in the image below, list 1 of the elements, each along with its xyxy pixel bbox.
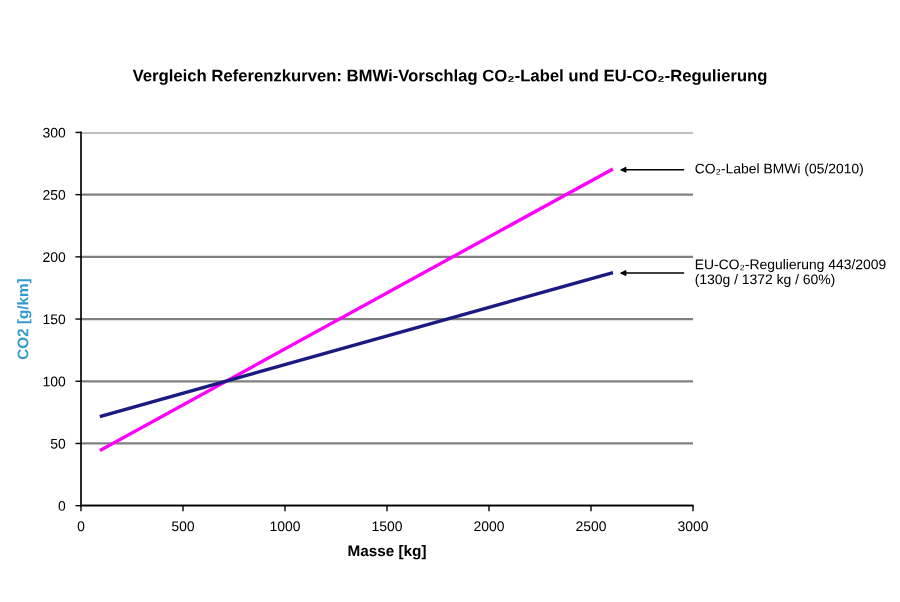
chart-title: Vergleich Referenzkurven: BMWi-Vorschlag CO₂-Label und EU-CO₂-Regulierung (132, 69, 767, 85)
